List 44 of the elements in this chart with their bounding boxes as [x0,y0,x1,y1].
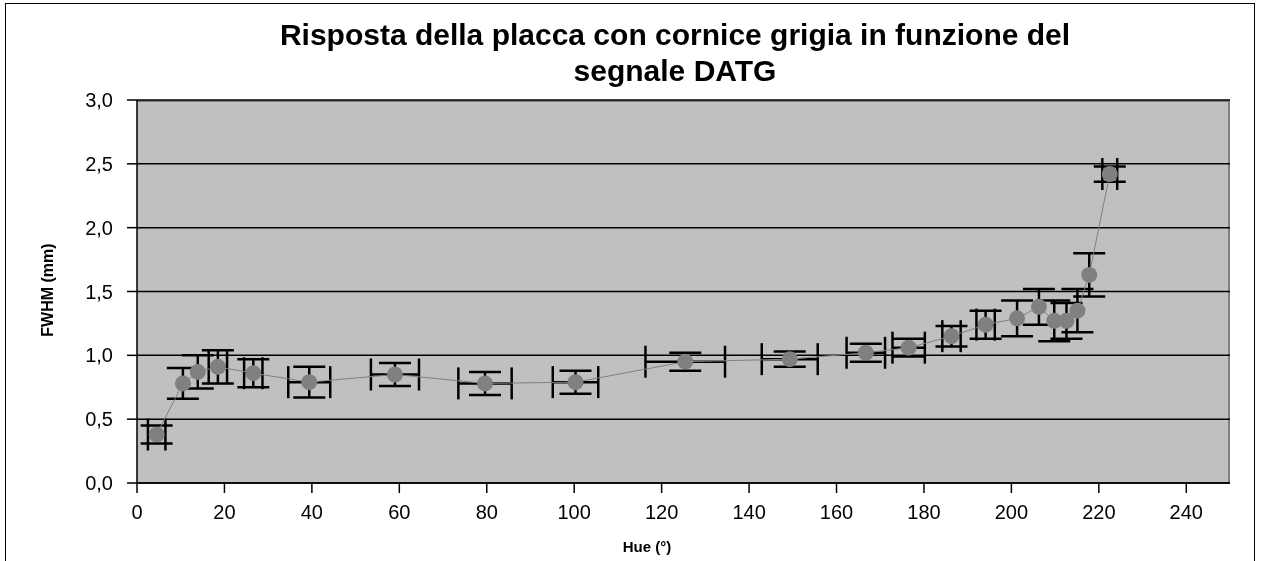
point [189,363,206,380]
y-tick-label: 0,0 [85,472,113,495]
point [301,374,318,391]
y-tick-label: 1,0 [85,344,113,367]
x-tick-label: 40 [300,501,324,524]
point [781,351,798,368]
point [386,366,403,383]
x-tick-label: 220 [1082,501,1116,524]
x-tick-label: 240 [1169,501,1203,524]
point [1058,312,1075,329]
x-tick-label: 180 [907,501,941,524]
x-tick-label: 140 [732,501,766,524]
point [857,344,874,361]
point [477,375,494,392]
chart-title: Risposta della placca con cornice grigia in funzione del segnale DATG [278,17,1072,89]
point [1101,166,1118,183]
x-axis-title: Hue (°) [622,538,672,555]
point [567,374,584,391]
point [1081,266,1098,283]
point [148,426,165,443]
y-tick-label: 2,0 [85,216,113,239]
point [1009,310,1026,327]
y-tick-label: 2,5 [85,152,113,175]
point [245,365,262,382]
point [1069,302,1086,319]
y-tick-label: 1,5 [85,280,113,303]
y-tick-label: 3,0 [85,89,113,112]
y-tick-label: 0,5 [85,408,113,431]
point [977,316,994,333]
x-tick-label: 80 [475,501,498,524]
x-tick-label: 100 [557,501,591,524]
point [677,353,694,370]
x-tick-label: 20 [213,501,236,524]
point [209,358,226,375]
point [900,339,917,356]
point [174,375,191,392]
x-tick-label: 200 [994,501,1029,524]
x-tick-label: 0 [131,501,143,524]
x-tick-label: 160 [819,501,854,524]
y-axis-title: FWHM (mm) [39,243,56,337]
point [1030,298,1047,315]
point [943,328,960,345]
x-tick-label: 120 [644,501,679,524]
x-tick-label: 60 [388,501,411,524]
